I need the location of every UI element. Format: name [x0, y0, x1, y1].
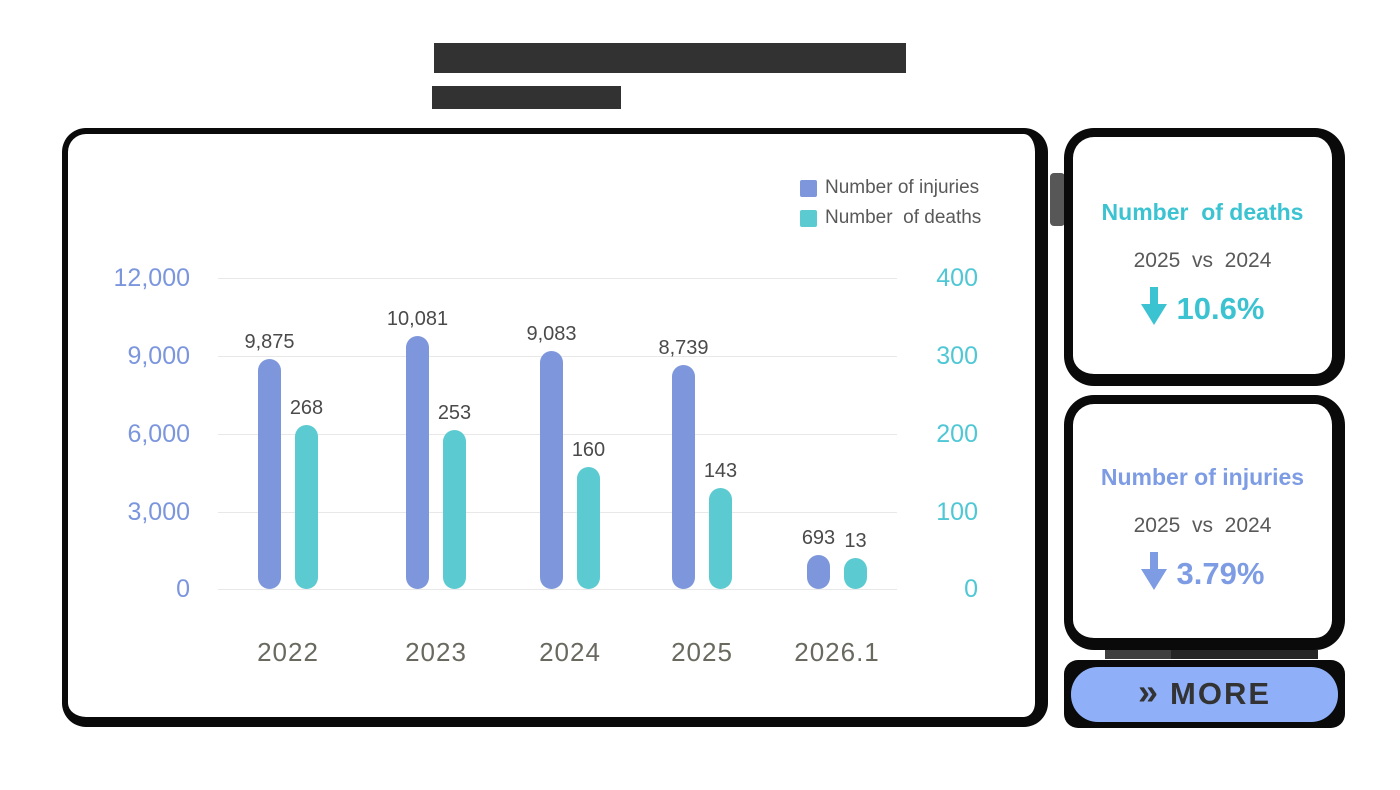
redacted-subtitle-bar: [432, 86, 621, 109]
redacted-title-bar: [434, 43, 906, 73]
injuries-card-title: Number of injuries: [1100, 464, 1305, 490]
more-button-label: MORE: [1170, 676, 1272, 711]
down-arrow-icon: [1140, 287, 1167, 330]
deaths-card-change-value: 10.6%: [1176, 290, 1265, 326]
legend-label-injuries: Number of injuries: [825, 177, 980, 198]
deaths-card-title: Number of deaths: [1101, 199, 1304, 225]
deaths-swatch-icon: [800, 209, 817, 227]
scrollbar-thumb[interactable]: [1050, 173, 1065, 226]
injuries-kpi-card: Number of injuries 2025 vs 2024 3.79%: [1064, 395, 1345, 650]
deaths-card-change-row: 10.6%: [1073, 287, 1332, 330]
chart-panel: [62, 128, 1048, 727]
injuries-card-change-row: 3.79%: [1073, 552, 1332, 595]
more-button-panel: » MORE: [1064, 660, 1345, 728]
redacted-strip: [1171, 650, 1318, 659]
legend-label-deaths: Number of deaths: [825, 207, 982, 228]
down-arrow-icon: [1140, 552, 1167, 595]
redacted-strip: [1105, 650, 1171, 659]
legend-item-injuries[interactable]: Number of injuries: [800, 177, 980, 198]
injuries-swatch-icon: [800, 179, 817, 197]
more-button[interactable]: » MORE: [1071, 666, 1338, 722]
injuries-card-comparison: 2025 vs 2024: [1133, 514, 1272, 537]
deaths-card-comparison: 2025 vs 2024: [1133, 249, 1272, 272]
deaths-kpi-card: Number of deaths 2025 vs 2024 10.6%: [1064, 128, 1345, 386]
legend-item-deaths[interactable]: Number of deaths: [800, 207, 982, 228]
injuries-card-change-value: 3.79%: [1176, 555, 1265, 591]
double-chevron-right-icon: »: [1137, 671, 1159, 712]
